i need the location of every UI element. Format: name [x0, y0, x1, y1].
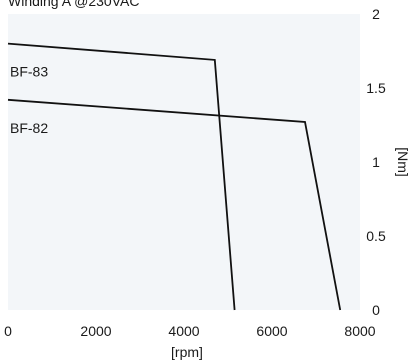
x-tick-label: 6000	[256, 323, 287, 339]
y-axis-title: [Nm]	[395, 147, 411, 177]
y-tick-label: 1	[372, 154, 380, 170]
y-tick-label: 0.5	[366, 228, 386, 244]
x-tick-label: 8000	[344, 323, 375, 339]
x-tick-label: 0	[4, 323, 12, 339]
series-label-bf-82: BF-82	[10, 120, 48, 136]
x-axis-title: [rpm]	[171, 344, 203, 360]
y-axis-ticks: 0 0.5 1 1.5 2	[366, 6, 386, 318]
series-line-bf-82	[7, 98, 342, 311]
x-axis-ticks: 0 2000 4000 6000 8000	[4, 323, 376, 339]
x-tick-label: 2000	[80, 323, 111, 339]
y-tick-label: 1.5	[366, 80, 386, 96]
chart-title: Winding A @230VAC	[8, 0, 139, 9]
plot-area	[8, 14, 360, 310]
series-lines	[7, 42, 342, 311]
series-labels: BF-83 BF-82	[10, 64, 48, 136]
y-tick-label: 0	[372, 302, 380, 318]
y-tick-label: 2	[372, 6, 380, 22]
series-line-bf-83	[7, 42, 236, 311]
series-label-bf-83: BF-83	[10, 64, 48, 80]
x-tick-label: 4000	[168, 323, 199, 339]
